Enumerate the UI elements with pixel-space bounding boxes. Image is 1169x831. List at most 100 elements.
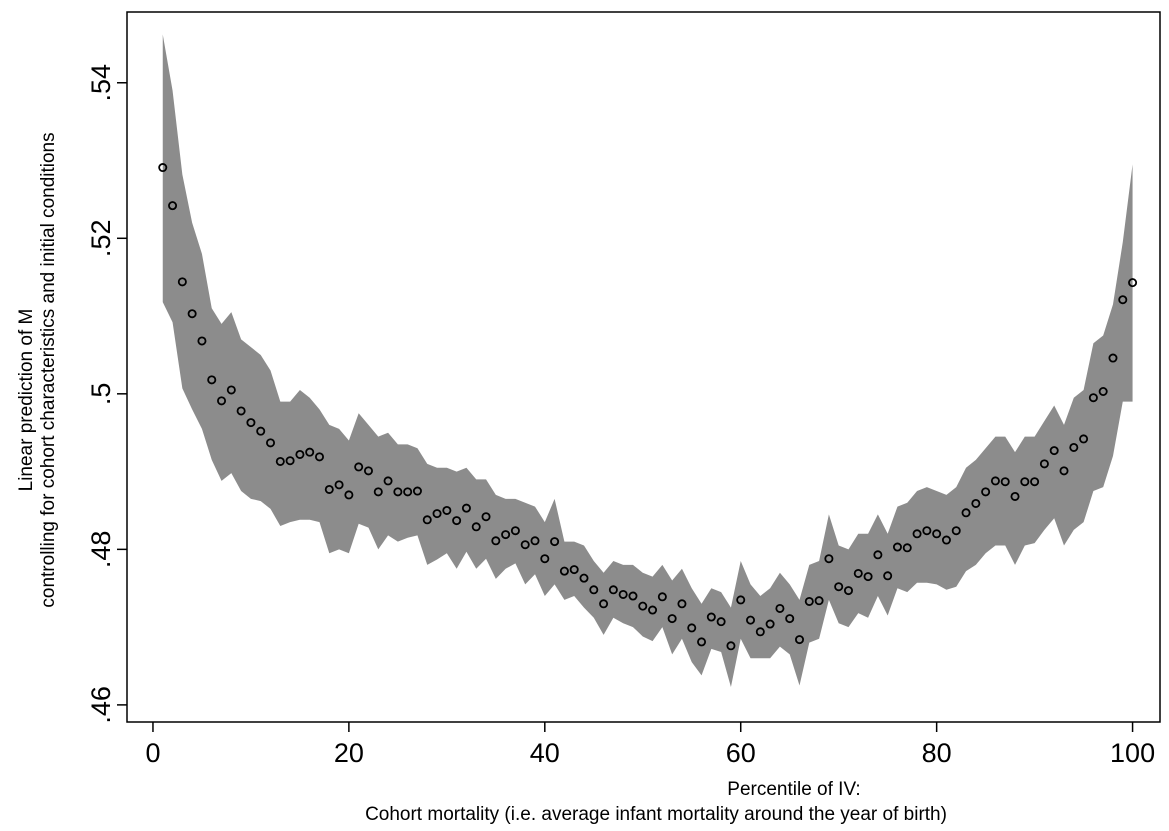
point bbox=[736, 595, 746, 605]
point bbox=[599, 599, 609, 609]
y-tick-label: .54 bbox=[86, 64, 116, 102]
point bbox=[510, 526, 520, 536]
point bbox=[785, 614, 795, 624]
point bbox=[902, 543, 912, 553]
point bbox=[697, 637, 707, 647]
point bbox=[961, 508, 971, 518]
point bbox=[177, 277, 187, 287]
point bbox=[628, 591, 638, 601]
point bbox=[540, 554, 550, 564]
x-axis-label: Percentile of IV: bbox=[727, 779, 860, 800]
point bbox=[491, 536, 501, 546]
point bbox=[726, 641, 736, 651]
point bbox=[226, 385, 236, 395]
point bbox=[775, 603, 785, 613]
point bbox=[373, 487, 383, 497]
point bbox=[501, 530, 511, 540]
point bbox=[883, 571, 893, 581]
point bbox=[853, 568, 863, 578]
point bbox=[1039, 459, 1049, 469]
x-tick-label: 0 bbox=[145, 738, 160, 768]
point bbox=[530, 536, 540, 546]
point bbox=[657, 592, 667, 602]
point bbox=[746, 615, 756, 625]
point bbox=[481, 512, 491, 522]
x-tick-label: 40 bbox=[530, 738, 560, 768]
point bbox=[1128, 278, 1138, 288]
point bbox=[941, 535, 951, 545]
x-axis-label: Cohort mortality (i.e. average infant mo… bbox=[365, 804, 947, 825]
point bbox=[207, 375, 217, 385]
point bbox=[461, 503, 471, 513]
point bbox=[314, 452, 324, 462]
point bbox=[981, 487, 991, 497]
point bbox=[579, 573, 589, 583]
point bbox=[677, 599, 687, 609]
point bbox=[716, 617, 726, 627]
point bbox=[344, 490, 354, 500]
point bbox=[755, 627, 765, 637]
point bbox=[1079, 434, 1089, 444]
y-axis-label: controlling for cohort characteristics a… bbox=[38, 132, 59, 607]
point bbox=[638, 601, 648, 611]
point bbox=[765, 619, 775, 629]
y-axis-label: Linear prediction of M bbox=[16, 309, 37, 492]
point bbox=[687, 623, 697, 633]
point bbox=[932, 529, 942, 539]
point bbox=[873, 550, 883, 560]
point bbox=[1088, 393, 1098, 403]
point bbox=[795, 635, 805, 645]
point bbox=[618, 589, 628, 599]
point bbox=[824, 554, 834, 564]
point bbox=[1108, 353, 1118, 363]
point bbox=[393, 487, 403, 497]
y-tick-label: .48 bbox=[86, 531, 116, 569]
point bbox=[158, 163, 168, 173]
point bbox=[412, 486, 422, 496]
point bbox=[971, 498, 981, 508]
point bbox=[589, 585, 599, 595]
point bbox=[197, 336, 207, 346]
point bbox=[324, 484, 334, 494]
point bbox=[295, 449, 305, 459]
point bbox=[246, 418, 256, 428]
point bbox=[1030, 477, 1040, 487]
plot-frame bbox=[126, 11, 1161, 723]
point bbox=[383, 476, 393, 486]
point bbox=[608, 585, 618, 595]
point bbox=[442, 505, 452, 515]
point bbox=[922, 526, 932, 536]
point bbox=[422, 515, 432, 525]
point bbox=[648, 605, 658, 615]
point bbox=[550, 537, 560, 547]
x-tick-label: 20 bbox=[334, 738, 364, 768]
point bbox=[1049, 446, 1059, 456]
x-tick-label: 100 bbox=[1110, 738, 1155, 768]
point bbox=[256, 426, 266, 436]
point bbox=[706, 612, 716, 622]
point bbox=[892, 542, 902, 552]
point bbox=[354, 462, 364, 472]
point bbox=[334, 480, 344, 490]
confidence-band bbox=[162, 34, 1133, 688]
y-tick-label: .46 bbox=[86, 686, 116, 724]
point bbox=[187, 309, 197, 319]
point bbox=[804, 596, 814, 606]
point bbox=[452, 516, 462, 526]
point bbox=[217, 396, 227, 406]
point bbox=[275, 456, 285, 466]
y-tick-label: .52 bbox=[86, 220, 116, 258]
point bbox=[168, 201, 178, 211]
point bbox=[1118, 295, 1128, 305]
point bbox=[305, 447, 315, 457]
point bbox=[403, 487, 413, 497]
point bbox=[834, 582, 844, 592]
point bbox=[1098, 386, 1108, 396]
point bbox=[266, 438, 276, 448]
point bbox=[1010, 491, 1020, 501]
point bbox=[1059, 466, 1069, 476]
point bbox=[569, 565, 579, 575]
